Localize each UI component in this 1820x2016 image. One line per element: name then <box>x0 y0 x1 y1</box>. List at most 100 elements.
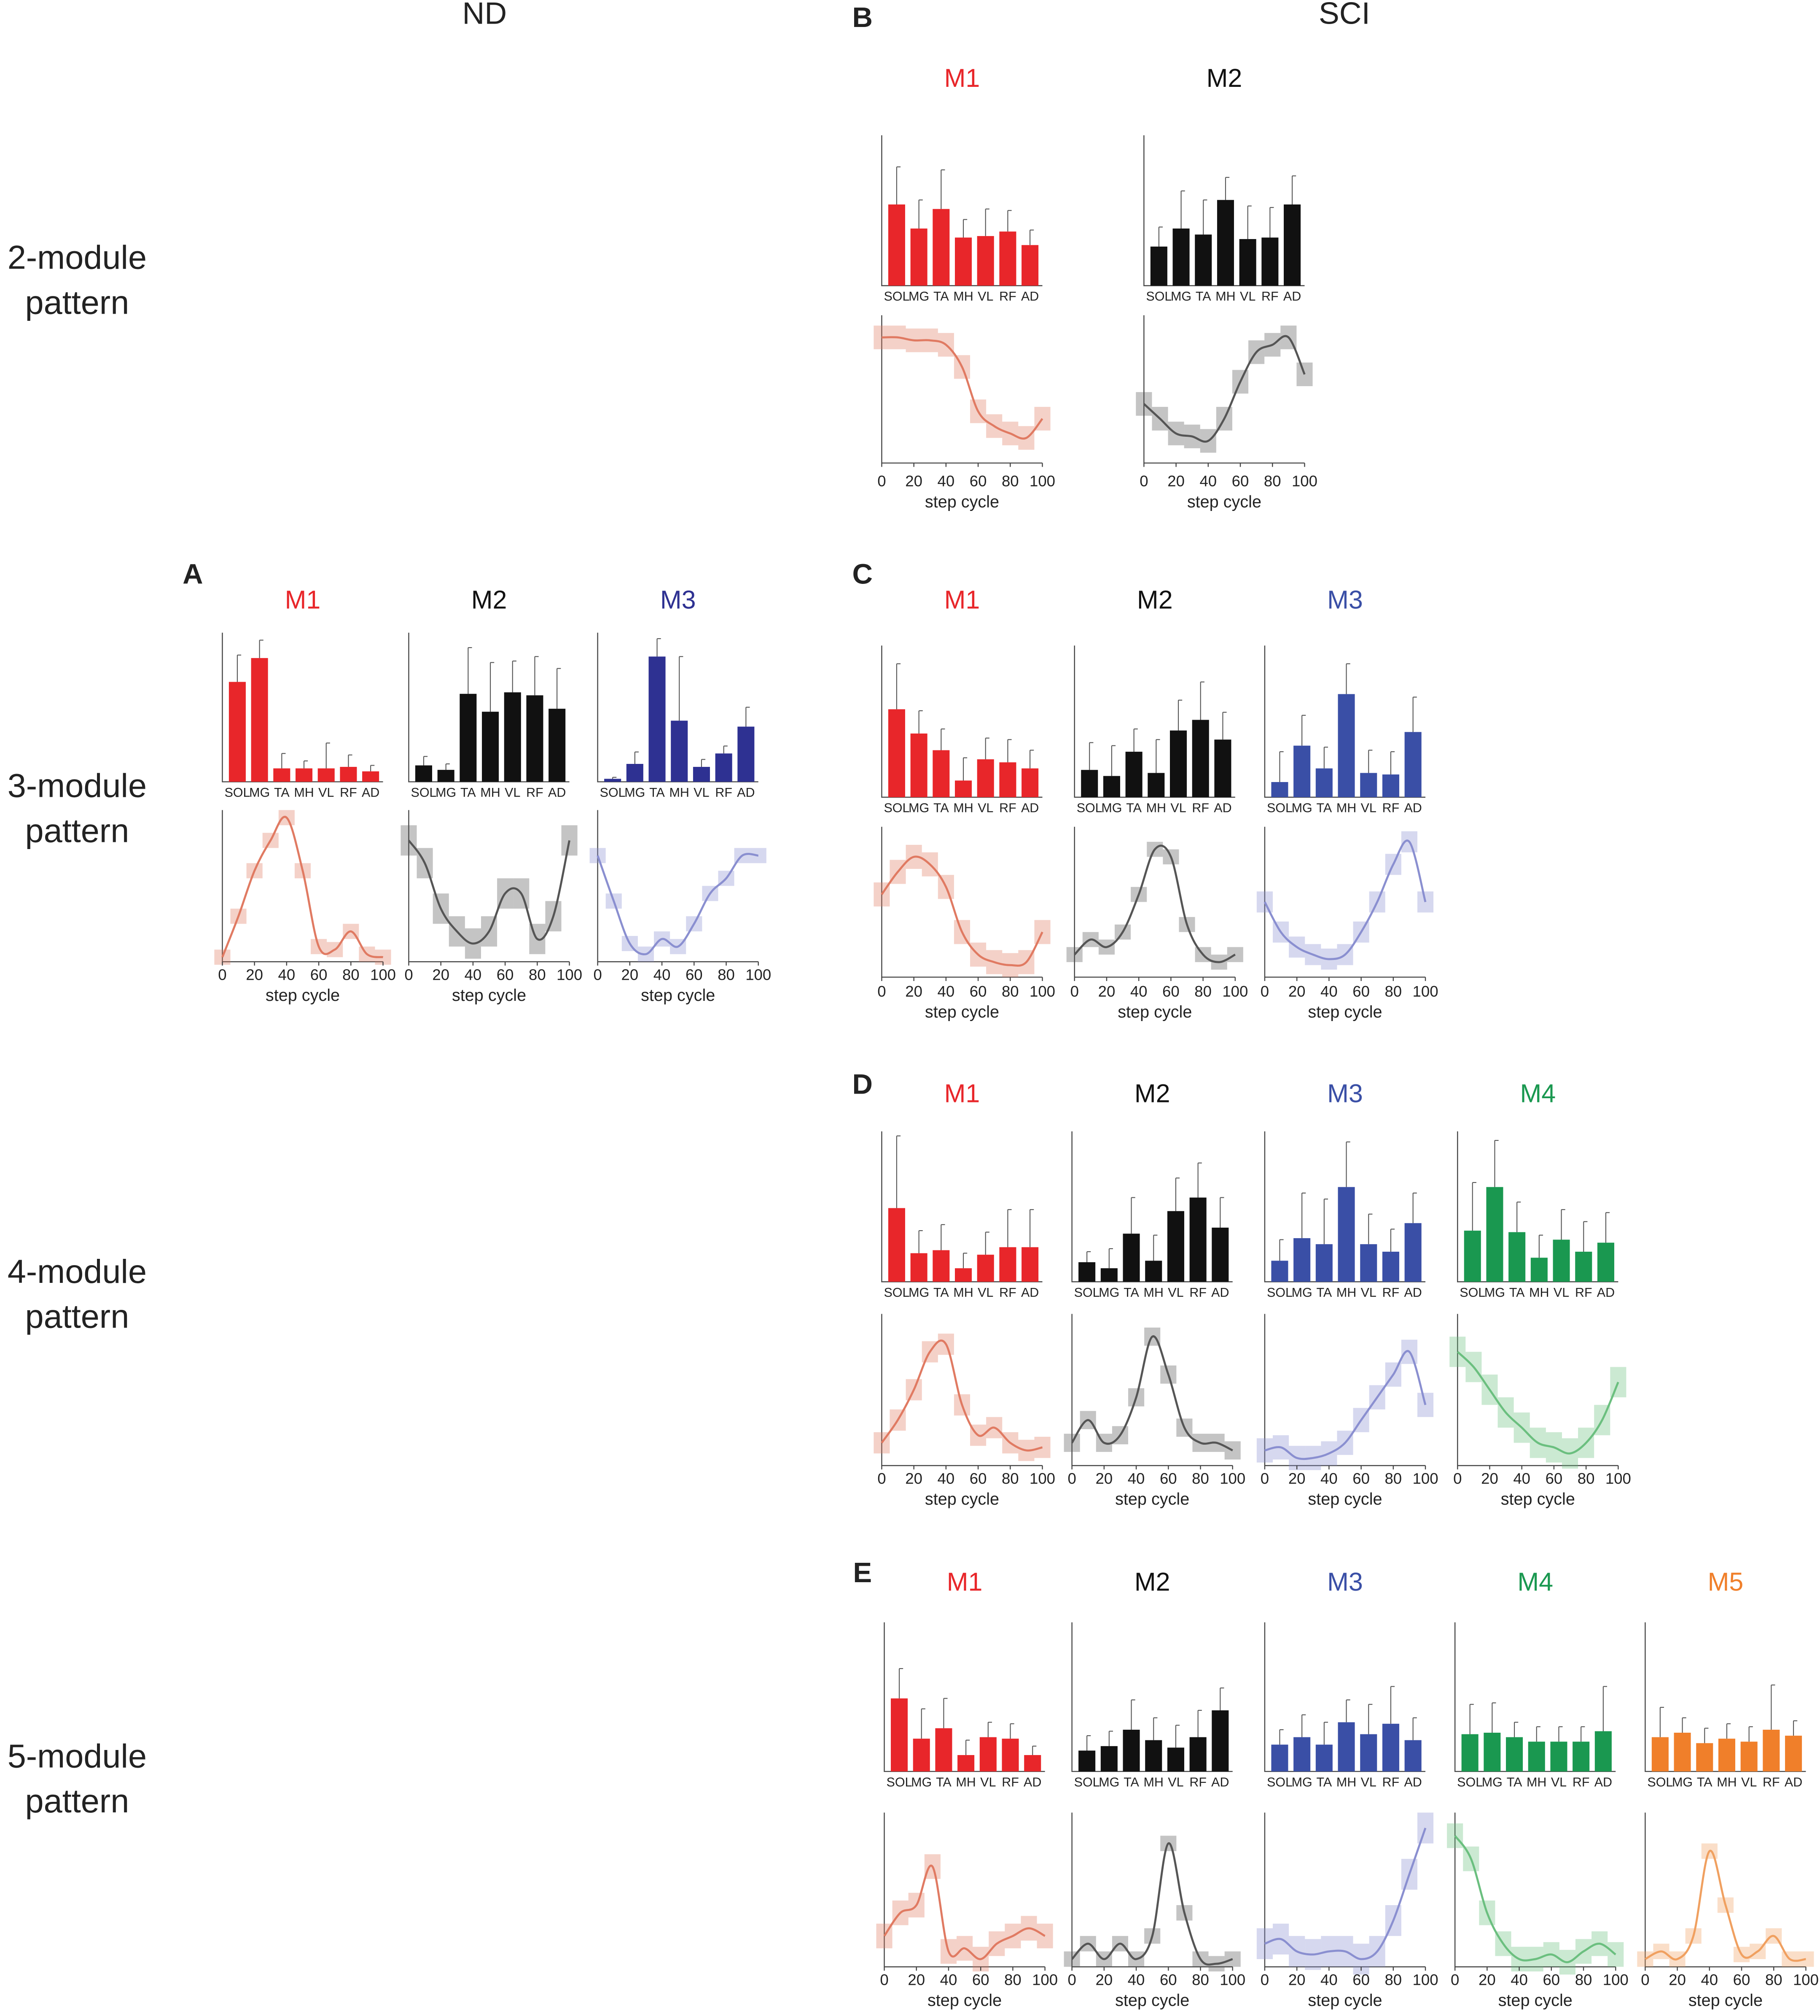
bar <box>1293 1737 1311 1771</box>
muscle-label: TA <box>933 1285 949 1300</box>
muscle-label: MH <box>669 785 689 800</box>
bar <box>1284 204 1301 286</box>
x-tick-label: 100 <box>1220 1971 1245 1989</box>
bar <box>1404 1740 1422 1771</box>
bar <box>648 656 666 782</box>
panel-letter: A <box>183 558 203 590</box>
muscle-label: AD <box>1283 289 1301 304</box>
bar <box>1100 1268 1118 1282</box>
module-title: M4 <box>1520 1079 1556 1107</box>
bar <box>999 762 1016 798</box>
x-axis-label: step cycle <box>1308 1003 1382 1021</box>
curve-axis <box>222 810 383 962</box>
muscle-label: VL <box>1361 1775 1376 1789</box>
muscle-label: MG <box>1099 1775 1119 1789</box>
mean-curve <box>1071 1842 1233 1966</box>
x-tick-label: 80 <box>718 966 735 983</box>
muscle-label: MH <box>1336 801 1356 815</box>
bar <box>1167 1211 1184 1282</box>
muscle-label: RF <box>1382 1285 1400 1300</box>
bar <box>1078 1750 1096 1771</box>
bar <box>1081 770 1098 798</box>
muscle-label: VL <box>694 785 709 800</box>
bar <box>526 695 543 782</box>
muscle-label: MH <box>294 785 314 800</box>
muscle-label: MG <box>1482 1775 1503 1789</box>
x-tick-label: 20 <box>1096 1971 1113 1989</box>
bar <box>340 767 357 782</box>
muscle-label: VL <box>980 1775 996 1789</box>
module-title: M3 <box>660 586 696 614</box>
x-tick-label: 20 <box>1479 1971 1496 1989</box>
x-tick-label: 0 <box>1641 1971 1649 1989</box>
muscle-label: RF <box>1573 1775 1590 1789</box>
x-tick-label: 20 <box>1481 1470 1498 1487</box>
bar <box>1212 1710 1229 1771</box>
bar <box>1528 1742 1545 1771</box>
bar <box>1022 768 1039 798</box>
bar <box>979 1737 997 1771</box>
bar <box>1192 720 1209 798</box>
muscle-label: VL <box>1361 1285 1376 1300</box>
muscle-label: SOL <box>1146 289 1172 304</box>
bar <box>999 231 1016 286</box>
bar <box>362 771 379 782</box>
bar <box>910 733 927 798</box>
bar <box>910 1253 927 1282</box>
muscle-label: RF <box>1382 801 1400 815</box>
x-tick-label: 60 <box>970 1470 987 1487</box>
x-tick-label: 100 <box>1605 1470 1631 1487</box>
x-tick-label: 20 <box>1288 1470 1306 1487</box>
x-axis-label: step cycle <box>641 986 715 1005</box>
x-tick-label: 80 <box>1194 983 1212 1000</box>
bar <box>1382 774 1399 798</box>
module-title: M1 <box>947 1567 983 1596</box>
muscle-label: MG <box>249 785 270 800</box>
bar <box>1123 1234 1140 1282</box>
muscle-label: MG <box>909 289 929 304</box>
bar-axis <box>881 645 1043 798</box>
bar-axis <box>884 1622 1045 1772</box>
module-title: M2 <box>1137 586 1173 614</box>
x-tick-label: 40 <box>1130 983 1148 1000</box>
bar <box>1315 768 1333 798</box>
bar <box>1145 1740 1162 1771</box>
bar <box>295 768 313 782</box>
bar <box>1506 1737 1523 1771</box>
x-tick-label: 40 <box>938 473 955 490</box>
muscle-label: MH <box>1336 1285 1356 1300</box>
bar <box>715 753 732 782</box>
x-tick-label: 40 <box>940 1971 957 1989</box>
bar <box>1575 1252 1592 1282</box>
x-tick-label: 0 <box>1451 1971 1459 1989</box>
mean-curve <box>1457 1351 1619 1455</box>
muscle-label: VL <box>505 785 520 800</box>
bar <box>1464 1231 1481 1282</box>
mean-curve <box>881 855 1043 967</box>
muscle-label: AD <box>1024 1775 1041 1789</box>
muscle-label: SOL <box>224 785 250 800</box>
x-tick-label: 40 <box>653 966 671 983</box>
x-tick-label: 100 <box>745 966 771 983</box>
muscle-label: TA <box>1317 801 1332 815</box>
x-tick-label: 0 <box>877 1470 886 1487</box>
x-tick-label: 0 <box>1067 1470 1076 1487</box>
bar <box>1530 1258 1548 1282</box>
module-title: M1 <box>944 1079 980 1107</box>
x-tick-label: 0 <box>880 1971 888 1989</box>
x-tick-label: 60 <box>1352 983 1370 1000</box>
x-tick-label: 0 <box>593 966 602 983</box>
bar <box>1170 730 1187 798</box>
x-tick-label: 100 <box>1220 1470 1245 1487</box>
x-tick-label: 0 <box>1261 1971 1269 1989</box>
bar <box>1212 1227 1229 1282</box>
bar <box>888 204 905 286</box>
bar <box>1148 773 1165 798</box>
muscle-label: SOL <box>1267 1775 1293 1789</box>
muscle-label: SOL <box>1267 1285 1293 1300</box>
muscle-label: TA <box>933 801 949 815</box>
x-axis-label: step cycle <box>927 1991 1002 2010</box>
x-axis-label: step cycle <box>1308 1490 1382 1508</box>
muscle-label: VL <box>1361 801 1376 815</box>
error-band <box>1224 1441 1241 1460</box>
